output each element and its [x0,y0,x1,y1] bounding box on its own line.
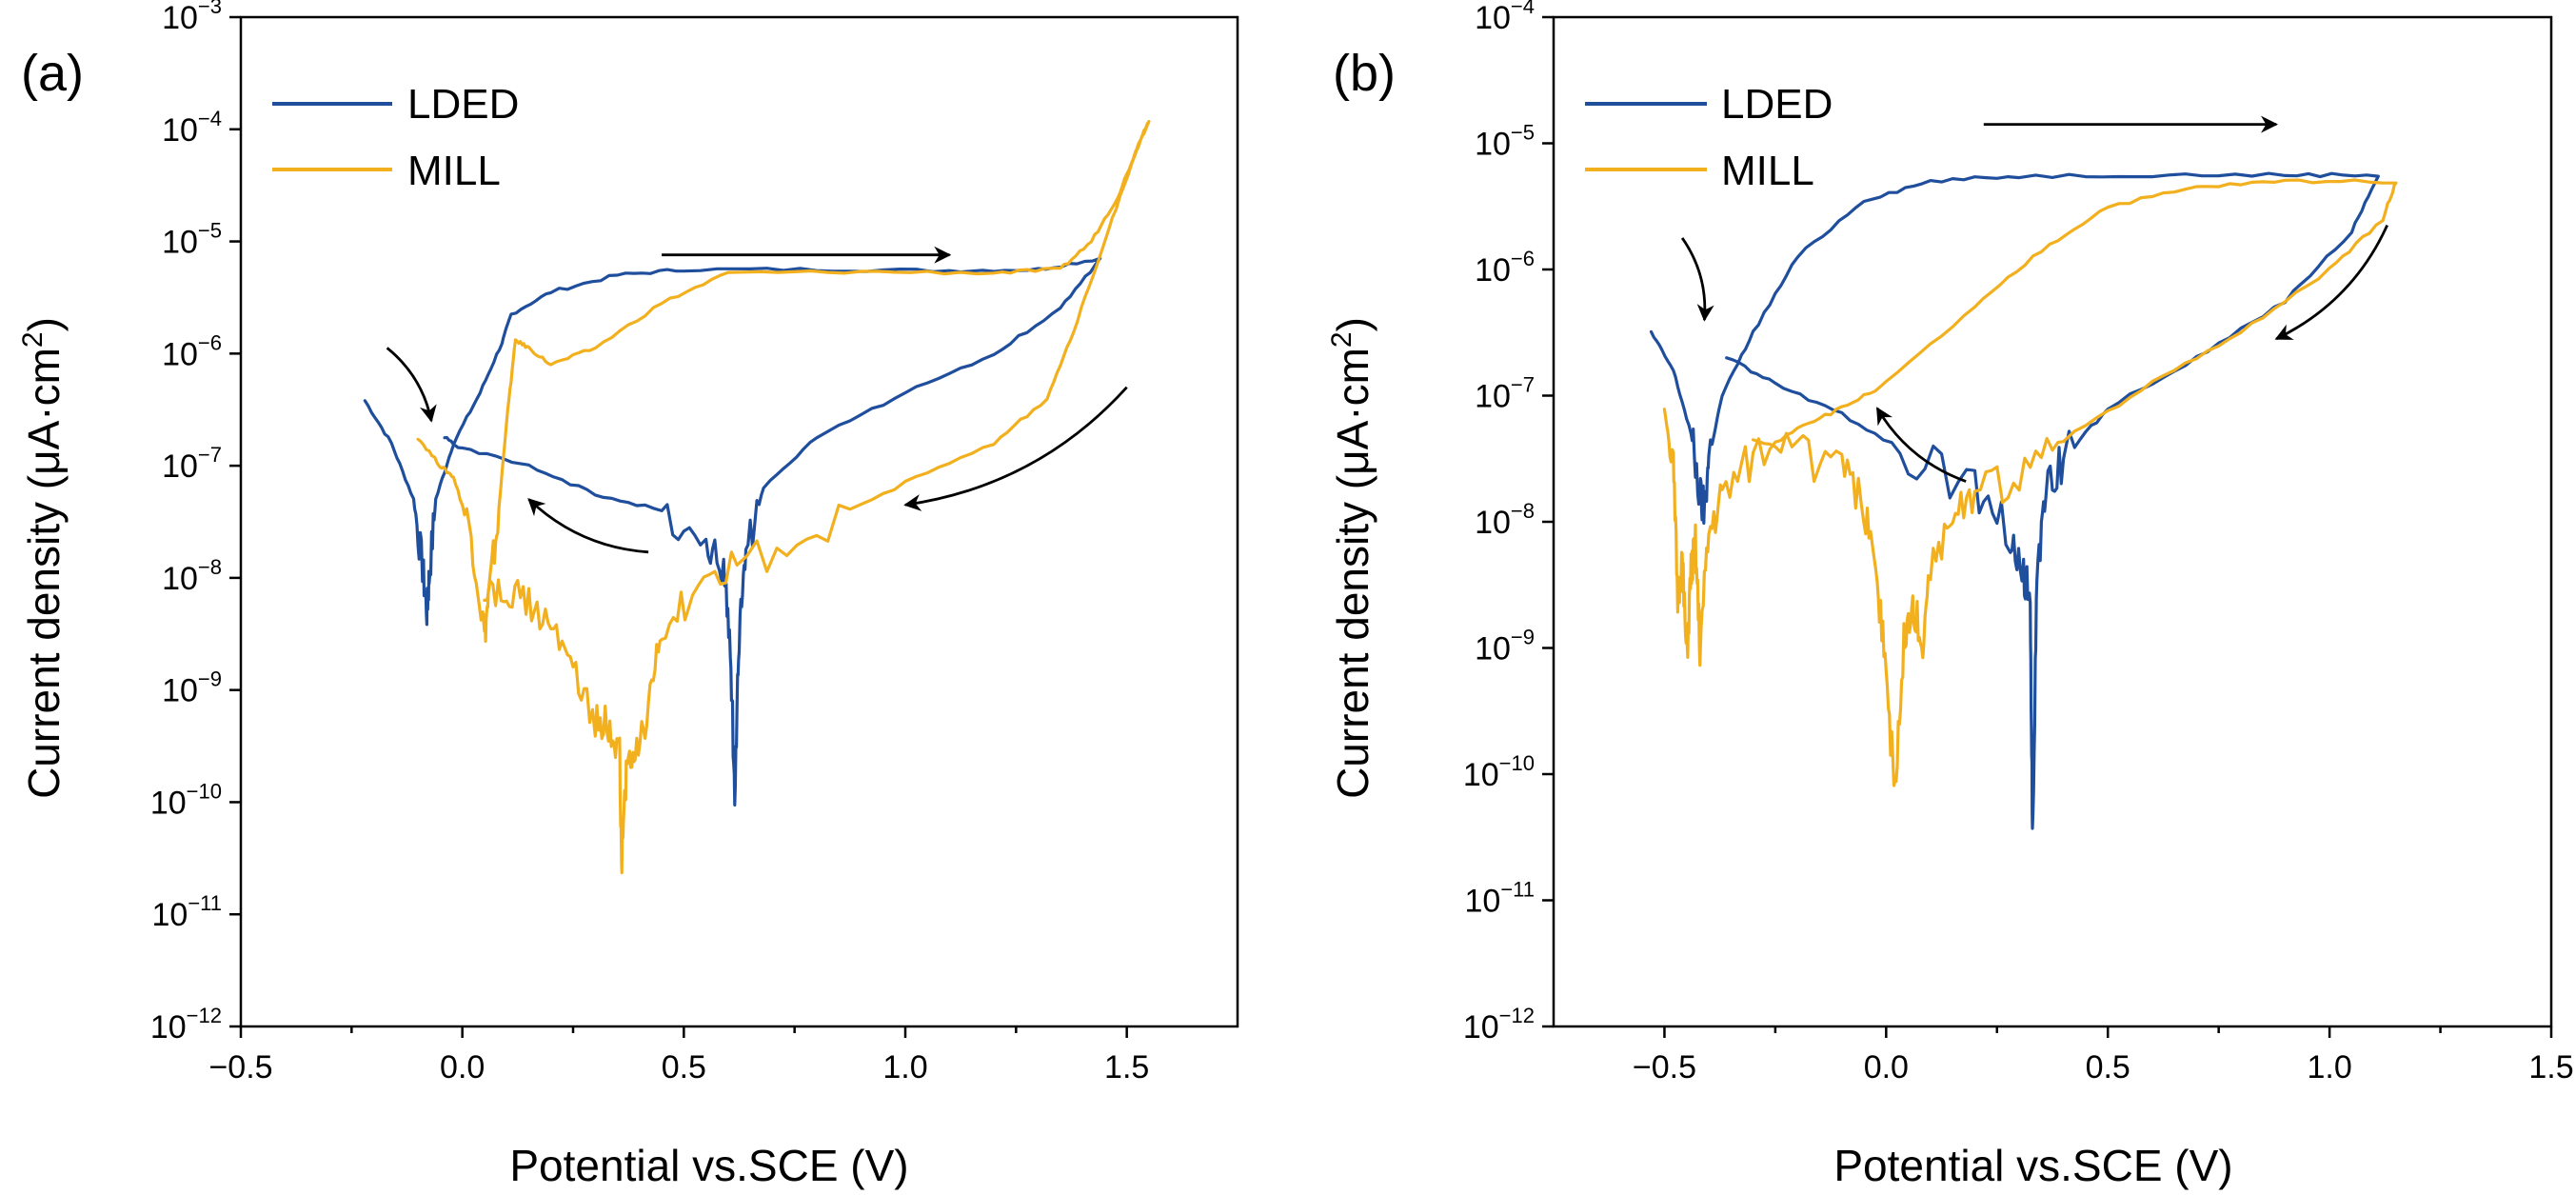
y-axis-title: Current density (μA·cm2) [17,317,69,799]
y-axis-title-exp: 2 [17,331,49,348]
x-tick-label: 0.0 [440,1049,485,1085]
y-tick-label: 10−4 [162,107,222,149]
x-tick-label: 1.5 [1104,1049,1149,1085]
y-tick-label: 10−9 [162,667,222,709]
x-tick-label: 0.0 [1864,1049,1909,1085]
direction-arrow-reverse [903,386,1128,511]
y-tick-label: 10−11 [1464,878,1535,920]
panel-label: (b) [1333,45,1396,102]
direction-arrow-initial [386,347,437,423]
x-tick-label: 1.0 [882,1049,927,1085]
y-tick-label: 10−8 [1475,499,1535,541]
y-tick-label: 10−11 [151,891,222,933]
y-tick-label: 10−5 [162,219,222,261]
axes: −0.5 0.0 0.5 1.0 1.5 10−12 10−11 10−10 10−9 10−8 1… [150,0,1239,1085]
x-tick-label: −0.5 [1633,1049,1696,1085]
y-tick-label: 10−10 [150,779,222,821]
x-tick-label: −0.5 [208,1049,272,1085]
series-line-lded [1649,171,2380,830]
legend: LDED MILL [1585,81,1833,194]
panel-label: (a) [21,45,84,102]
y-tick-label: 10−10 [1463,751,1535,793]
direction-arrow-reverse [2274,225,2388,341]
y-axis-title-exp: 2 [1326,331,1357,348]
y-tick-label: 10−9 [1475,626,1535,667]
svg-text:Current density (μA·cm2): Current density (μA·cm2) [17,317,69,799]
legend-label-lded: LDED [407,81,519,128]
y-tick-label: 10−5 [1475,121,1535,163]
y-tick-label: 10−7 [162,443,222,485]
svg-text:Current density (μA·cm2): Current density (μA·cm2) [1326,317,1377,799]
y-tick-label: 10−4 [1475,0,1535,36]
y-axis-title: Current density (μA·cm2) [1326,317,1377,799]
y-tick-label: 10−3 [162,0,222,36]
series-line-mill [416,120,1151,875]
y-tick-label: 10−8 [162,555,222,597]
y-axis-title-main: Current density (μA·cm [19,348,69,799]
y-tick-label: 10−7 [1475,373,1535,415]
plot-area [363,120,1151,875]
series-line-mill [1662,178,2398,787]
plot-frame [239,15,1239,1028]
x-tick-label: 1.5 [2528,1049,2573,1085]
x-tick-label: 0.5 [2086,1049,2130,1085]
chart-panel-b: (b) Current density (μA·cm2) Potential v… [1326,0,2574,1190]
direction-arrow-reverse [1875,407,1967,483]
axes: −0.5 0.0 0.5 1.0 1.5 10−12 10−11 10−10 10−9 10−8 1… [1463,0,2574,1085]
series-line-lded [363,256,1102,807]
x-tick-label: 1.0 [2307,1049,2351,1085]
y-tick-label: 10−12 [150,1004,222,1046]
legend-label-lded: LDED [1721,81,1833,128]
y-tick-label: 10−12 [1463,1004,1535,1046]
x-tick-label: 0.5 [662,1049,706,1085]
plot-area [1649,115,2398,830]
y-tick-label: 10−6 [162,330,222,372]
chart-panel-a: (a) Current density (μA·cm2) Potential v… [17,0,1239,1190]
direction-arrow-reverse [527,498,649,554]
legend-label-mill: MILL [407,148,501,194]
x-axis-title: Potential vs.SCE (V) [1833,1141,2232,1190]
y-tick-label: 10−6 [1475,247,1535,289]
y-axis-title-end: ) [1328,317,1377,331]
legend: LDED MILL [272,81,519,194]
y-axis-title-main: Current density (μA·cm [1328,348,1377,799]
direction-arrow-initial [1680,237,1714,322]
legend-label-mill: MILL [1721,148,1814,194]
x-axis-title: Potential vs.SCE (V) [509,1141,908,1190]
y-axis-title-end: ) [19,317,69,331]
